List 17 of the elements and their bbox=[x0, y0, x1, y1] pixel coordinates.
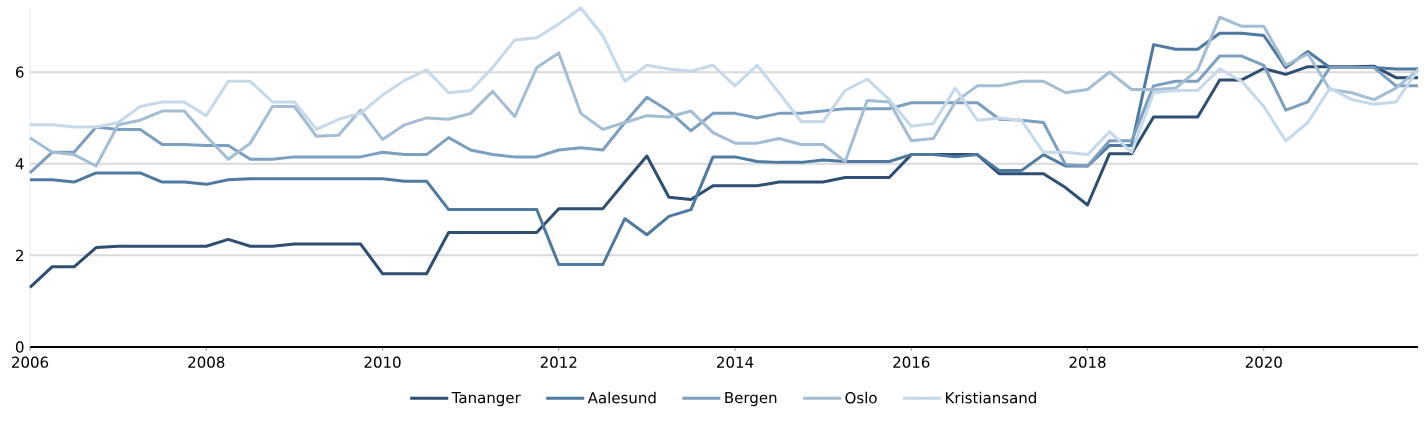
x-tick-label: 2014 bbox=[717, 356, 754, 368]
y-tick-label: 4 bbox=[15, 158, 24, 170]
x-tick-label: 2012 bbox=[540, 356, 577, 368]
legend-label: Oslo bbox=[845, 391, 877, 404]
legend-label: Tananger bbox=[451, 392, 521, 407]
x-tick-label: 2016 bbox=[893, 356, 930, 368]
legend-label: Kristiansand bbox=[946, 391, 1036, 404]
x-tick-label: 2018 bbox=[1069, 356, 1106, 368]
x-tick-label: 2010 bbox=[364, 356, 401, 368]
y-tick-label: 6 bbox=[16, 66, 24, 78]
y-tick-label: 0 bbox=[15, 341, 24, 353]
x-tick-label: 2020 bbox=[1245, 356, 1282, 368]
x-tick-label: 2008 bbox=[188, 356, 225, 368]
legend-label: Aalesund bbox=[587, 391, 656, 404]
x-tick-label: 2006 bbox=[12, 356, 49, 368]
legend-label: Bergen bbox=[725, 392, 777, 407]
y-tick-label: 2 bbox=[16, 249, 24, 261]
